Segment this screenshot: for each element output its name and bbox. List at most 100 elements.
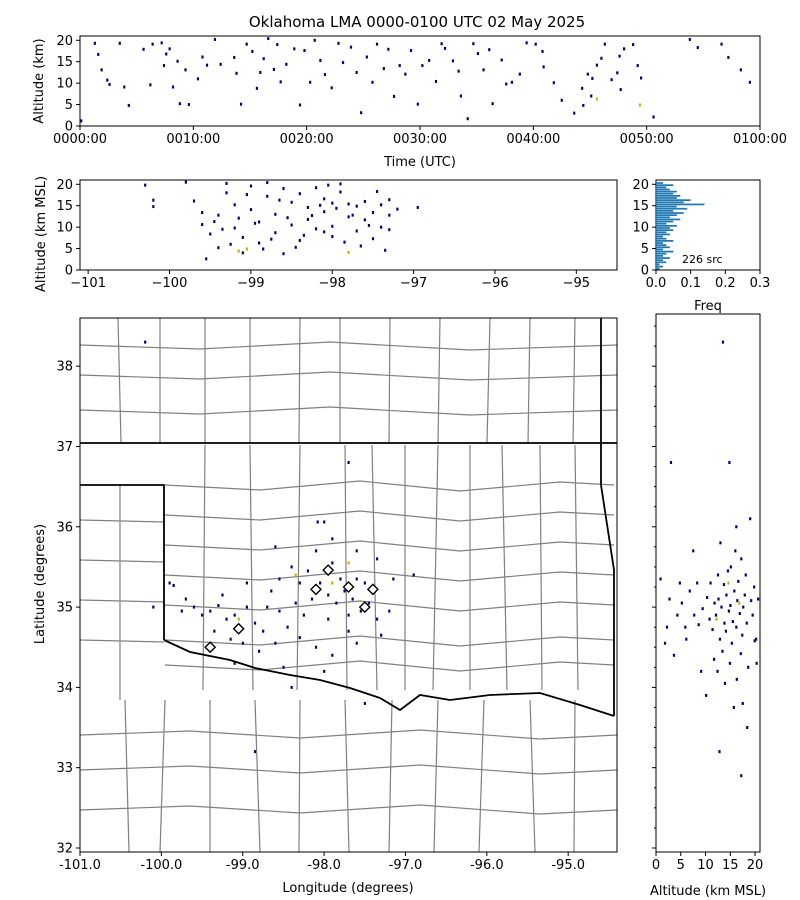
lon-height-panel: −101 −100 −99 −98 −97 −96 −95 0 5 10 15 20 Altitude… [34,176,618,292]
histogram-ticks: 0.0 0.1 0.2 0.3 0 5 10 15 20 [632,178,770,291]
source-point [323,73,326,77]
source-point [753,639,756,643]
source-point [290,685,293,689]
x-tick-label: −101 [70,276,106,291]
source-point-late [727,581,730,585]
station-markers [204,564,379,654]
source-point [331,224,334,228]
histogram-bar [656,212,684,214]
source-point [740,557,743,561]
source-point [721,340,725,344]
county-line [80,559,165,563]
source-point [142,47,145,51]
source-point [176,59,179,63]
source-point [365,55,368,59]
source-point [685,637,688,641]
source-point [286,625,289,629]
x-tick-label: 0000:00 [53,132,107,147]
source-point [363,701,366,705]
x-tick-label: 15 [722,858,739,873]
histogram-bar [656,263,660,266]
source-point [258,220,261,224]
x-tick-label: −97 [400,276,427,291]
source-point [266,181,269,185]
source-point [347,613,350,617]
source-point [375,42,379,46]
source-point [149,83,152,87]
source-point [335,206,338,210]
source-point [518,72,521,76]
source-point [388,213,391,217]
county-line [164,635,615,647]
histogram-bar [656,259,663,262]
x-tick-label: 10 [697,858,714,873]
station-marker [358,601,371,614]
histogram-bar [656,237,667,240]
source-point [123,85,126,89]
alt-lat-frame [655,313,761,853]
y-tick-label: 20 [56,34,73,49]
source-point [636,64,639,68]
source-point [172,583,175,587]
histogram-bar [656,214,677,217]
source-point [678,581,681,585]
source-point-late [638,103,642,107]
source-point [151,42,154,46]
county-line [478,699,485,852]
x-tick-label: 20 [747,858,764,873]
x-tick-label: -99.0 [226,858,260,873]
source-point [731,620,734,624]
source-point [720,42,723,46]
county-line [388,318,391,444]
source-point [659,577,662,581]
source-point [363,581,366,585]
alt-lat-ticks: 0 5 10 15 20 [652,325,764,873]
source-point [144,340,147,344]
county-line [124,699,130,852]
source-point [388,198,391,202]
source-point [746,726,749,730]
county-line [539,444,543,691]
histogram-bar [656,225,677,227]
source-point [616,71,619,75]
county-line [80,341,617,351]
source-point [451,59,455,63]
source-point [205,257,208,261]
source-point [245,605,248,609]
histogram-bar [656,255,663,257]
source-point [270,237,273,241]
lon-height-points [144,180,419,261]
histogram-xlabel: Freq [694,299,722,314]
source-point [541,49,544,53]
time-height-frame [79,35,761,127]
source-point-late [245,247,248,251]
plan-view-panel: -101.0 -100.0 -99.0 -98.0 -97.0 -96.0 -95.0 32 3… [33,317,618,896]
source-point [355,549,358,553]
source-point [472,42,475,46]
source-point [274,641,277,645]
source-point [396,207,399,211]
source-point [591,76,594,80]
source-point [327,593,330,597]
source-point [259,70,262,74]
histogram-bar [656,190,677,193]
time-height-xlabel: Time (UTC) [383,155,456,170]
source-point [416,102,419,106]
source-point [245,193,248,197]
x-tick-label: 0030:00 [393,132,447,147]
histogram-bar [656,261,667,264]
station-marker [309,583,322,596]
source-point [253,221,257,225]
source-point [697,623,700,627]
source-point [743,593,746,597]
source-point [341,61,345,65]
source-point [253,750,257,754]
source-point [225,191,228,195]
source-point [217,246,220,250]
histogram-annotation: 226 src [682,253,723,266]
y-tick-label: 37 [56,440,73,455]
time-height-ticks: 0000:00 0010:00 0020:00 0030:00 0040:00 0050:… [53,34,787,147]
county-line [164,600,615,612]
state-line-east-ok [600,484,615,716]
source-point [319,58,322,62]
